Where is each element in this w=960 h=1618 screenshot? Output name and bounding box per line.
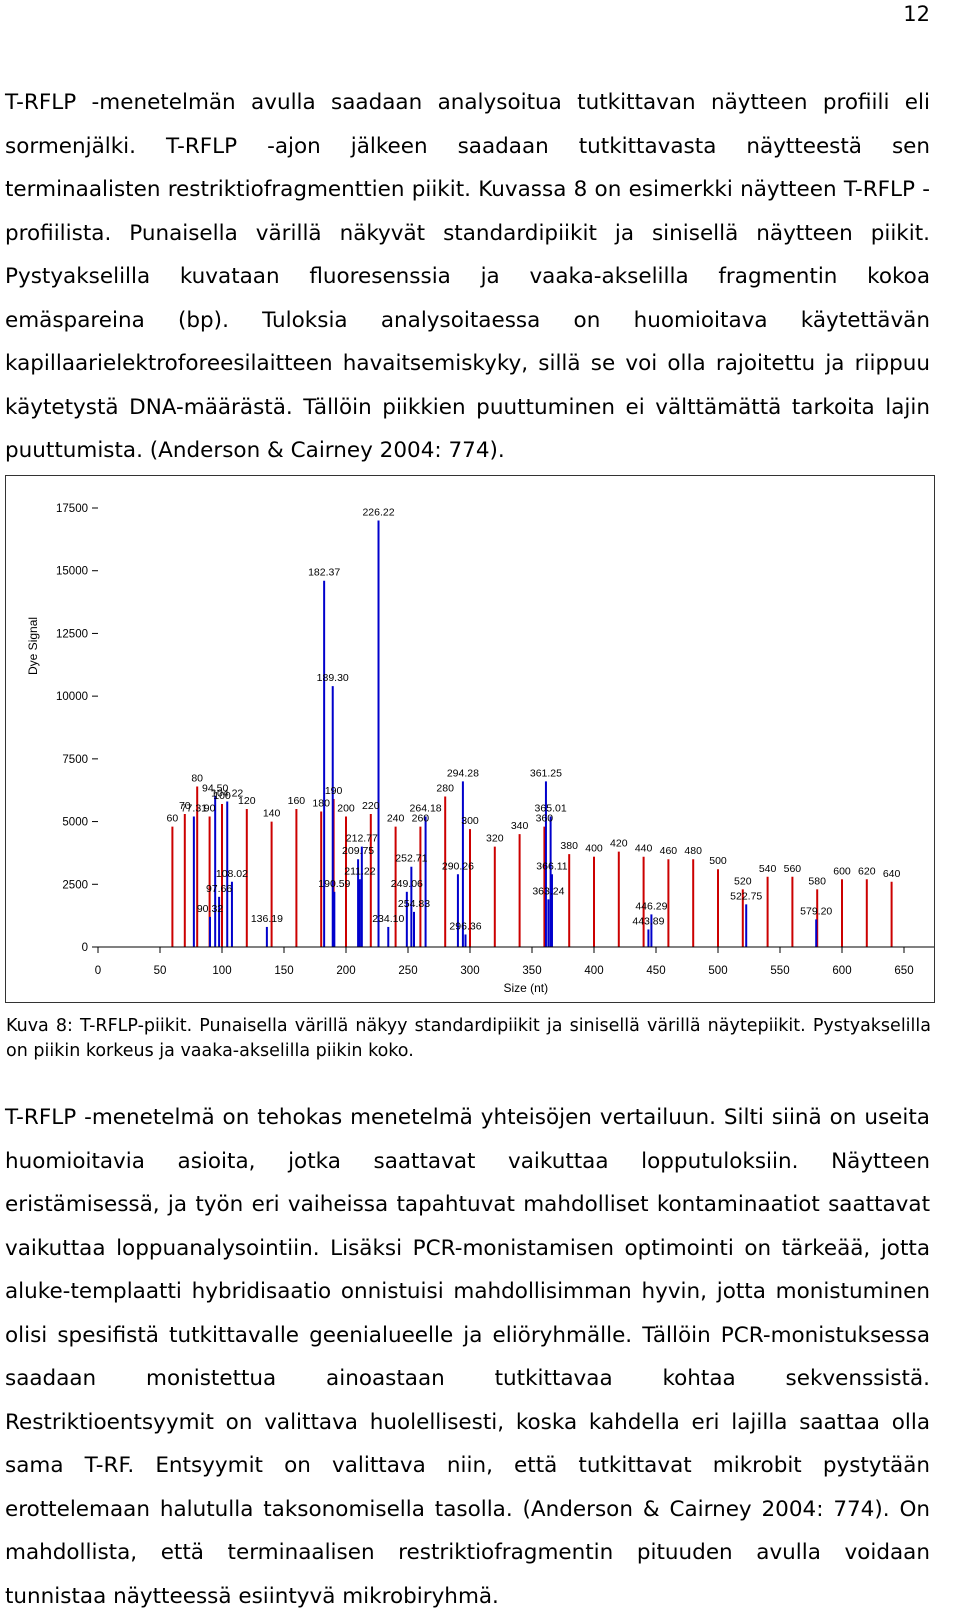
peak-label-sample: 363.24 [532, 885, 564, 897]
peak-label-sample: 366.11 [536, 860, 567, 872]
peak-label-standard: 90 [204, 803, 216, 815]
peak-label-sample: 365.01 [535, 803, 567, 815]
peak-label-standard: 280 [436, 782, 454, 794]
peak-label-sample: 77.31 [181, 803, 207, 815]
x-tick-label: 200 [336, 965, 355, 977]
peak-label-standard: 240 [387, 813, 405, 825]
body-paragraph-1: T-RFLP -menetelmän avulla saadaan analys… [5, 90, 930, 463]
figure-t-rflp-chart: 60 70 80 90 100 120 140 160 180 190 200 220 240 260 28… [5, 475, 935, 1003]
peak-label-standard: 80 [191, 772, 203, 784]
peak-label-sample: 97.66 [206, 883, 232, 895]
peak-label-standard: 260 [412, 813, 430, 825]
peak-label-sample: 136.19 [251, 913, 283, 925]
peak-label-sample: 252.71 [395, 853, 427, 865]
peak-label-standard: 190 [325, 785, 343, 797]
peak-label-standard: 580 [808, 875, 826, 887]
peak-label-standard: 200 [337, 803, 355, 815]
peak-label-standard: 640 [883, 868, 901, 880]
x-tick-label: 50 [154, 965, 167, 977]
peak-label-standard: 160 [288, 795, 306, 807]
y-tick-label: 7500 [62, 754, 88, 766]
figure-caption: Kuva 8: T-RFLP-piikit. Punaisella värill… [6, 1016, 931, 1061]
y-tick-label: 0 [82, 942, 88, 954]
y-tick-label: 5000 [62, 817, 88, 829]
peak-label-standard: 300 [461, 815, 479, 827]
x-tick-label: 150 [274, 965, 293, 977]
x-tick-label: 650 [894, 965, 913, 977]
peak-label-standard: 180 [312, 798, 330, 810]
peak-label-standard: 70 [179, 800, 191, 812]
peak-label-sample: 446.29 [635, 900, 667, 912]
peak-label-sample: 264.18 [410, 803, 442, 815]
page-number: 12 [903, 2, 930, 26]
peak-label-standard: 440 [635, 843, 653, 855]
peak-label-sample: 90.32 [197, 903, 223, 915]
body-paragraph-2: T-RFLP -menetelmä on tehokas menetelmä y… [5, 1105, 930, 1609]
peak-label-standard: 400 [585, 843, 603, 855]
peak-label-sample: 579.20 [800, 905, 832, 917]
peak-label-sample: 211.22 [344, 865, 375, 877]
peak-label-sample: 290.26 [442, 860, 474, 872]
x-tick-label: 350 [522, 965, 541, 977]
peak-label-standard: 340 [511, 820, 529, 832]
x-tick-label: 400 [584, 965, 603, 977]
peak-label-sample: 226.22 [362, 507, 394, 519]
peak-label-standard: 500 [709, 855, 727, 867]
peak-label-sample: 108.02 [216, 868, 248, 880]
peak-label-sample: 294.28 [447, 767, 479, 779]
peak-label-standard: 60 [167, 813, 179, 825]
peak-label-sample: 190.59 [318, 878, 350, 890]
peak-label-standard: 120 [238, 795, 256, 807]
y-tick-label: 2500 [62, 879, 88, 891]
peak-label-standard: 320 [486, 833, 504, 845]
peak-label-standard: 140 [263, 808, 281, 820]
x-tick-label: 300 [460, 965, 479, 977]
y-tick-label: 17500 [56, 503, 88, 515]
y-tick-label: 15000 [56, 566, 88, 578]
peak-label-sample: 212.77 [346, 833, 378, 845]
y-tick-label: 12500 [56, 628, 88, 640]
y-axis-label: Dye Signal [26, 617, 40, 675]
x-tick-label: 550 [770, 965, 789, 977]
x-tick-label: 0 [95, 965, 101, 977]
peak-label-sample: 104.22 [211, 788, 243, 800]
peak-label-standard: 620 [858, 865, 876, 877]
peak-label-sample: 234.10 [372, 913, 404, 925]
peak-label-standard: 520 [734, 875, 752, 887]
peak-label-standard: 480 [684, 845, 702, 857]
peak-label-sample: 361.25 [530, 767, 562, 779]
peak-label-sample: 443.89 [632, 915, 664, 927]
peak-label-standard: 100 [213, 790, 231, 802]
peak-label-standard: 560 [784, 863, 802, 875]
peak-label-standard: 460 [660, 845, 678, 857]
peak-label-sample: 296.36 [449, 920, 481, 932]
x-tick-label: 500 [708, 965, 727, 977]
y-tick-label: 10000 [56, 691, 88, 703]
peak-label-sample: 94.50 [202, 782, 228, 794]
x-tick-label: 450 [646, 965, 665, 977]
peak-label-standard: 420 [610, 838, 628, 850]
x-tick-label: 100 [212, 965, 231, 977]
peak-label-standard: 380 [560, 840, 578, 852]
peak-label-standard: 360 [536, 813, 554, 825]
peak-label-sample: 254.83 [398, 898, 430, 910]
x-tick-label: 600 [832, 965, 851, 977]
x-tick-label: 250 [398, 965, 417, 977]
peak-label-sample: 249.06 [391, 878, 423, 890]
peak-label-sample: 209.75 [342, 845, 374, 857]
peak-label-standard: 540 [759, 863, 777, 875]
peak-label-sample: 522.75 [730, 890, 762, 902]
peak-label-sample: 189.30 [317, 672, 349, 684]
peak-label-standard: 600 [833, 865, 851, 877]
peak-label-sample: 182.37 [308, 567, 340, 579]
x-axis-label: Size (nt) [503, 981, 548, 995]
peak-label-standard: 220 [362, 800, 380, 812]
